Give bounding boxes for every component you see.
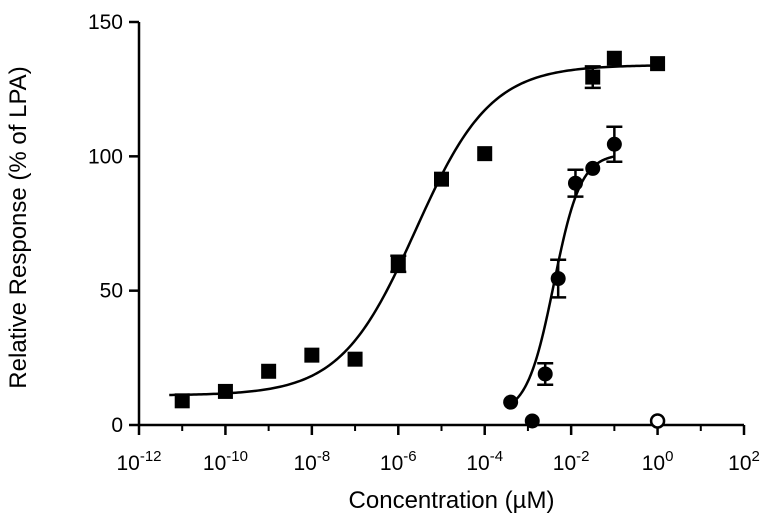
circle-marker <box>537 366 553 382</box>
circle-marker <box>503 394 519 410</box>
square-marker <box>477 146 493 162</box>
tick-labels: 0 50 100 150 10-12 10-10 10-8 10-6 10-4 10-2 100 10… <box>88 11 760 475</box>
circle-marker <box>567 175 583 191</box>
circle-marker <box>606 136 622 152</box>
circle-marker <box>550 271 566 287</box>
y-axis-title: Relative Response (% of LPA) <box>5 66 32 388</box>
circle-marker <box>524 413 540 429</box>
error-bars <box>390 65 623 386</box>
square-marker <box>217 383 233 399</box>
x-tick-label: 10-6 <box>380 448 417 475</box>
square-marker <box>347 351 363 367</box>
square-marker <box>434 171 449 187</box>
square-marker <box>390 256 406 272</box>
fit-curves <box>169 64 662 409</box>
x-tick-label: 102 <box>728 448 760 475</box>
x-tick-label: 10-4 <box>466 448 503 475</box>
x-axis-title: Concentration (µM) <box>349 487 555 514</box>
y-tick-label: 100 <box>88 145 123 168</box>
y-tick-label: 50 <box>100 280 123 303</box>
ticks <box>129 20 746 435</box>
square-marker <box>174 393 190 409</box>
square-marker <box>261 363 277 379</box>
open-circle-marker <box>649 413 666 429</box>
x-tick-label: 10-2 <box>553 448 590 475</box>
y-tick-label: 150 <box>88 11 123 34</box>
x-tick-label: 10-12 <box>116 448 161 475</box>
x-tick-label: 10-10 <box>203 448 248 475</box>
fit-curve-squares <box>169 64 662 397</box>
square-marker <box>606 50 622 66</box>
circle-marker <box>585 160 601 176</box>
y-tick-label: 0 <box>111 414 123 437</box>
square-marker <box>585 69 601 85</box>
x-tick-label: 10-8 <box>294 448 331 475</box>
square-marker <box>304 347 320 363</box>
axes <box>137 22 744 427</box>
data-markers <box>174 50 666 429</box>
x-tick-label: 100 <box>642 448 674 475</box>
square-marker <box>650 56 666 72</box>
